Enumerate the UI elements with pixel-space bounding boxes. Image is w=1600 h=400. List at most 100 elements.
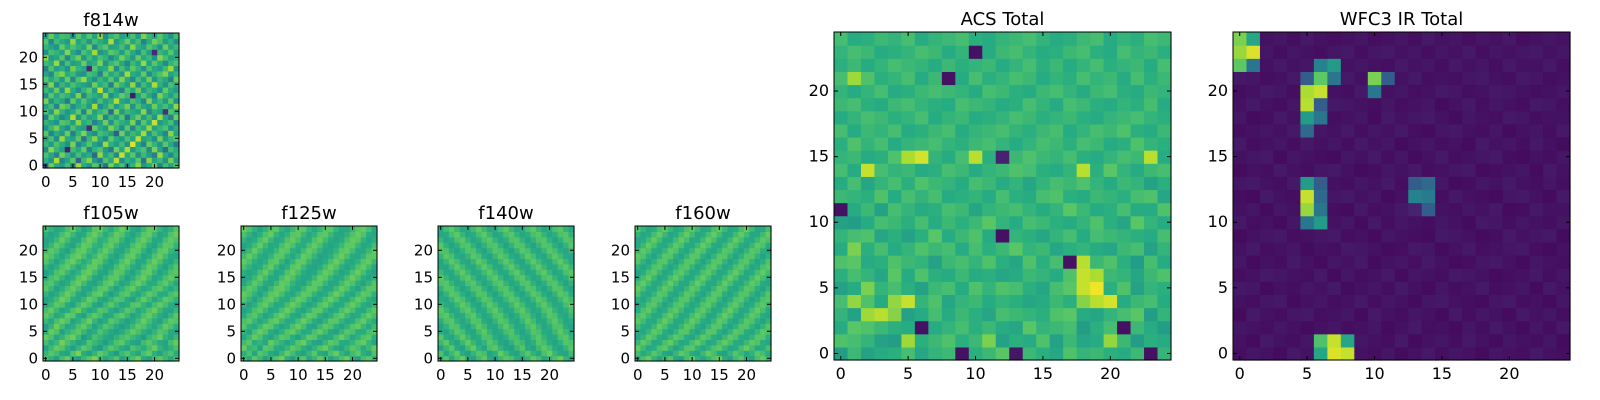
heatmap-cell (1556, 71, 1571, 86)
heatmap-cell (535, 301, 542, 308)
heatmap-cell (273, 339, 280, 346)
heatmap-cell (1489, 281, 1504, 295)
heatmap-cell (130, 124, 137, 131)
heatmap-cell (656, 263, 663, 270)
heatmap-cell (754, 350, 761, 357)
heatmap-cell (486, 269, 493, 276)
heatmap-cell (941, 228, 956, 243)
heatmap-cell (476, 344, 483, 351)
heatmap-cell (344, 236, 351, 243)
heatmap-cell (151, 70, 158, 77)
heatmap-cell (75, 114, 82, 120)
heatmap-cell (317, 258, 324, 265)
heatmap-cell (711, 350, 718, 357)
y-tick-label: 10 (217, 295, 236, 313)
heatmap-cell (711, 317, 718, 324)
heatmap-cell (102, 290, 109, 297)
heatmap-cell (1022, 346, 1037, 361)
heatmap-cell (1076, 320, 1091, 335)
heatmap-cell (1286, 215, 1301, 230)
heatmap-cell (568, 323, 575, 330)
heatmap-cell (289, 307, 296, 313)
heatmap-cell (168, 141, 175, 147)
heatmap-cell (113, 124, 120, 131)
heatmap-cell (162, 135, 169, 142)
heatmap-cell (162, 236, 169, 243)
heatmap-cell (448, 339, 455, 346)
heatmap-cell (273, 328, 280, 335)
heatmap-cell (1529, 176, 1544, 191)
heatmap-cell (241, 344, 248, 351)
heatmap-cell (1103, 176, 1118, 191)
heatmap-cell (146, 33, 153, 39)
x-tick-label: 15 (118, 173, 137, 191)
heatmap-cell (514, 350, 521, 357)
heatmap-cell (102, 33, 109, 39)
heatmap-cell (481, 328, 488, 335)
heatmap-cell (651, 231, 658, 238)
heatmap-cell (173, 253, 180, 259)
heatmap-cell (338, 355, 345, 362)
x-tick-label: 5 (68, 366, 78, 384)
heatmap-cell (317, 301, 324, 308)
heatmap-cell (443, 339, 450, 346)
heatmap-cell (43, 49, 50, 56)
heatmap-cell (338, 296, 345, 303)
heatmap-cell (91, 146, 98, 153)
heatmap-cell (135, 70, 142, 77)
heatmap-cell (716, 344, 723, 351)
heatmap-cell (743, 350, 750, 357)
heatmap-cell (968, 32, 983, 46)
heatmap-cell (492, 280, 499, 286)
heatmap-cell (168, 328, 175, 335)
heatmap-cell (53, 81, 60, 88)
heatmap-cell (86, 290, 93, 297)
heatmap-cell (119, 87, 126, 93)
heatmap-cell (113, 355, 120, 362)
heatmap-cell (1273, 58, 1288, 72)
heatmap-cell (1556, 320, 1571, 335)
heatmap-cell (157, 334, 164, 340)
heatmap-cell (492, 285, 499, 292)
heatmap-cell (1286, 110, 1301, 125)
heatmap-cell (1462, 241, 1477, 256)
heatmap-cell (81, 317, 88, 324)
heatmap-cell (1036, 176, 1051, 191)
heatmap-cell (108, 76, 115, 83)
heatmap-cell (70, 328, 77, 335)
heatmap-cell (1435, 136, 1450, 151)
heatmap-cell (503, 323, 510, 330)
heatmap-cell (108, 355, 115, 362)
heatmap-cell (328, 247, 335, 254)
heatmap-cell (360, 274, 367, 281)
x-tick-label: 5 (660, 366, 670, 384)
heatmap-cell (284, 355, 291, 362)
heatmap-cell (251, 226, 258, 232)
heatmap-cell (135, 141, 142, 147)
heatmap-cell (941, 281, 956, 295)
heatmap-cell (53, 285, 60, 292)
heatmap-cell (328, 290, 335, 297)
heatmap-cell (525, 242, 532, 249)
heatmap-cell (1259, 45, 1275, 59)
heatmap-cell (306, 312, 313, 319)
heatmap-cell (874, 136, 889, 151)
heatmap-cell (113, 350, 120, 357)
heatmap-cell (486, 312, 493, 319)
heatmap-cell (81, 328, 88, 335)
heatmap-cell (716, 328, 723, 335)
heatmap-cell (251, 317, 258, 324)
heatmap-cell (64, 103, 71, 110)
heatmap-cell (711, 355, 718, 362)
heatmap-cell (306, 263, 313, 270)
heatmap-cell (300, 323, 307, 330)
heatmap-cell (1313, 268, 1328, 282)
heatmap-cell (1009, 84, 1024, 99)
heatmap-cell (1556, 45, 1571, 59)
heatmap-cell (1421, 255, 1436, 269)
heatmap-cell (1354, 45, 1369, 59)
x-tick-label: 10 (1364, 364, 1384, 383)
heatmap-cell (700, 339, 707, 346)
heatmap-cell (130, 103, 137, 110)
